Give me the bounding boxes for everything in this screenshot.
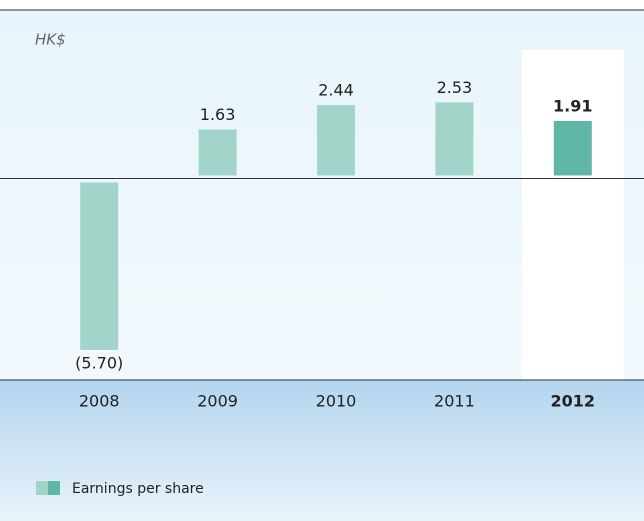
value-label: (5.70) [75, 353, 123, 372]
value-label: 1.63 [200, 105, 236, 124]
legend-label: Earnings per share [72, 481, 204, 497]
x-tick-label: 2010 [316, 392, 357, 411]
bar [553, 121, 592, 176]
x-tick-label: 2008 [79, 392, 120, 411]
x-tick-label: 2012 [551, 392, 596, 411]
legend-swatch [36, 481, 48, 495]
x-tick-label: 2011 [434, 392, 475, 411]
bar [198, 129, 237, 176]
bar [435, 102, 474, 176]
value-label: 2.44 [318, 81, 354, 100]
bar [317, 105, 355, 176]
value-label: 2.53 [437, 78, 473, 97]
legend-swatch-highlight [48, 481, 60, 495]
bar [80, 182, 119, 350]
x-tick-label: 2009 [197, 392, 238, 411]
highlight-column [521, 50, 624, 380]
unit-label: HK$ [35, 31, 66, 49]
value-label: 1.91 [553, 97, 592, 116]
footer-background [0, 380, 644, 521]
